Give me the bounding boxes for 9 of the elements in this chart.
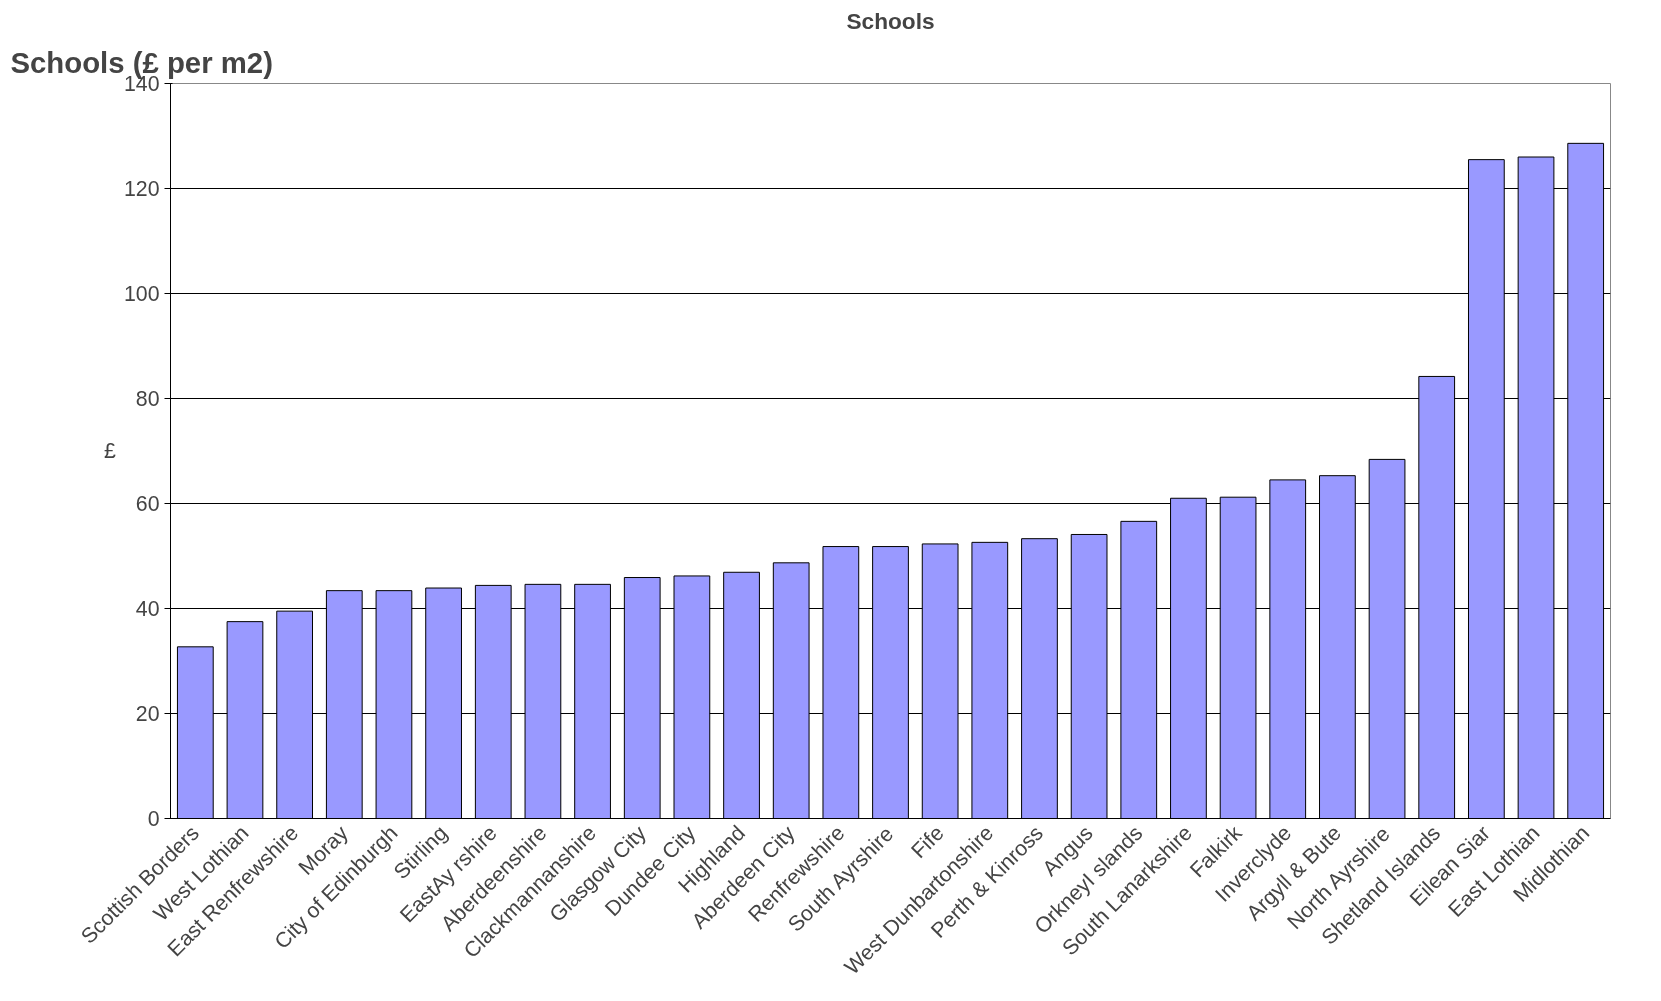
y-tick-label: 0 bbox=[147, 807, 160, 831]
y-axis-title: £ bbox=[104, 439, 117, 463]
y-tick-label: 120 bbox=[123, 177, 160, 201]
y-tick-label: 60 bbox=[135, 492, 160, 516]
y-tick-label: 20 bbox=[135, 702, 160, 726]
y-tick-label: 100 bbox=[123, 282, 160, 306]
chart-title: Schools bbox=[846, 7, 935, 34]
y-tick-label: 80 bbox=[135, 387, 160, 411]
y-tick-label: 40 bbox=[135, 597, 160, 621]
